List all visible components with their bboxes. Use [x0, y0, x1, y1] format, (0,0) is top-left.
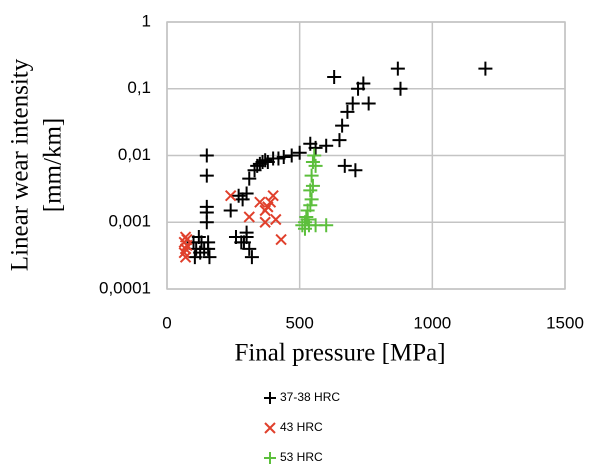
- point: [305, 154, 320, 169]
- point: [348, 163, 363, 178]
- x-tick-label: 1500: [546, 313, 584, 332]
- legend-label: 37-38 HRC: [280, 390, 340, 404]
- point: [264, 196, 277, 208]
- point: [202, 250, 217, 265]
- point: [254, 196, 266, 208]
- point: [303, 198, 318, 213]
- point: [242, 241, 257, 256]
- y-tick-label: 0,1: [127, 78, 151, 97]
- point: [224, 189, 237, 202]
- plot-border: [166, 21, 566, 290]
- point: [199, 168, 214, 183]
- point: [275, 233, 287, 246]
- point: [305, 178, 320, 193]
- point: [199, 148, 214, 163]
- point: [319, 138, 334, 153]
- legend-label: 53 HRC: [280, 450, 323, 464]
- point: [239, 186, 254, 201]
- legend-label: 43 HRC: [280, 420, 323, 434]
- point: [242, 171, 257, 186]
- y-axis-title-line: Linear wear intensity: [7, 58, 34, 271]
- point: [258, 153, 273, 168]
- point: [308, 140, 323, 155]
- x-axis-title: Final pressure [MPa]: [234, 340, 445, 367]
- point: [319, 218, 334, 233]
- point: [179, 251, 192, 263]
- point: [239, 225, 254, 240]
- point: [393, 81, 408, 96]
- point: [304, 168, 319, 183]
- point: [345, 96, 360, 111]
- point: [332, 133, 347, 148]
- point: [297, 221, 312, 236]
- point: [327, 69, 342, 84]
- y-tick-label: 0,001: [108, 212, 151, 231]
- y-tick-label: 0,01: [118, 145, 151, 164]
- y-axis-title-line: [mm/km]: [40, 118, 67, 212]
- point: [267, 189, 279, 202]
- point: [299, 209, 314, 224]
- point: [300, 212, 315, 227]
- y-tick-label: 1: [142, 11, 151, 30]
- x-tick-label: 500: [285, 313, 313, 332]
- x-tick-label: 1000: [413, 313, 451, 332]
- point: [361, 96, 376, 111]
- point: [337, 158, 352, 173]
- x-tick-label: 0: [162, 313, 171, 332]
- legend-marker: [264, 392, 276, 404]
- point: [243, 211, 255, 223]
- point: [308, 158, 323, 173]
- point: [199, 215, 214, 230]
- point: [179, 231, 192, 243]
- point: [201, 241, 216, 256]
- point: [259, 216, 271, 228]
- point: [304, 192, 319, 207]
- point: [223, 203, 238, 218]
- point: [307, 148, 322, 163]
- point: [276, 149, 291, 164]
- point: [284, 148, 299, 163]
- y-tick-label: 0,0001: [99, 278, 151, 297]
- point: [340, 104, 355, 119]
- legend-marker: [264, 422, 276, 434]
- point: [356, 76, 371, 91]
- point: [179, 243, 192, 255]
- point: [478, 61, 493, 76]
- point: [390, 61, 405, 76]
- point: [244, 250, 259, 265]
- point: [270, 213, 282, 226]
- y-axis-title: Linear wear intensity [mm/km]: [7, 58, 67, 271]
- point: [335, 118, 350, 133]
- point: [292, 145, 307, 160]
- legend-marker: [264, 452, 276, 464]
